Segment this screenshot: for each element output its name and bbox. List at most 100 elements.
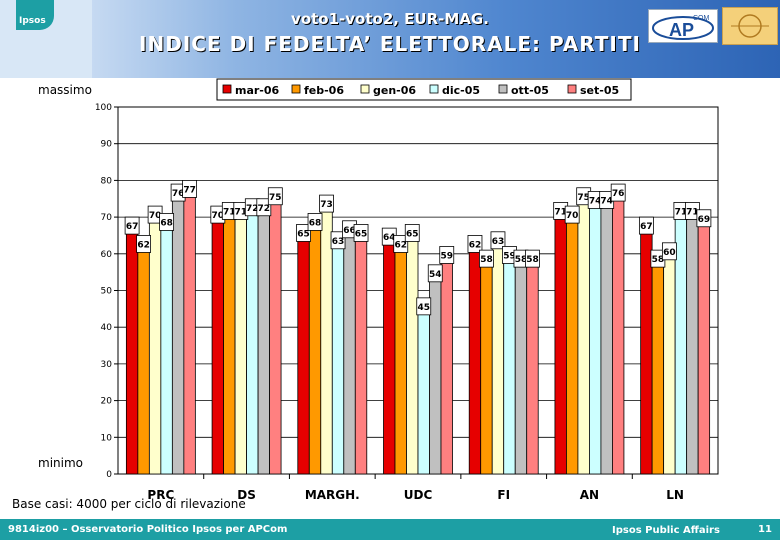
footer-source: 9814iz00 – Osservatorio Politico Ipsos p… (8, 524, 288, 535)
y-tick-label: 40 (101, 323, 113, 333)
y-tick-label: 70 (101, 213, 113, 223)
legend (216, 78, 632, 101)
data-label: 54 (429, 270, 442, 280)
header-band: Ipsos voto1-voto2, EUR-MAG. INDICE DI FE… (0, 0, 780, 78)
data-label: 73 (320, 200, 333, 210)
y-tick-label: 10 (101, 433, 113, 443)
ipsos-logo-text: Ipsos (19, 16, 46, 26)
bar (554, 213, 567, 475)
bar (491, 242, 505, 475)
data-label: 70 (566, 211, 579, 221)
data-label: 65 (297, 229, 310, 239)
partner-logo (722, 7, 778, 45)
legend-label: feb-06 (304, 84, 344, 97)
data-label-box (490, 231, 506, 250)
bar (566, 216, 579, 475)
svg-text:AP: AP (669, 20, 694, 40)
y-tick-label: 50 (101, 287, 113, 297)
bar (440, 257, 453, 475)
bar (480, 260, 493, 475)
data-label-box (427, 264, 443, 283)
data-label: 68 (309, 218, 322, 228)
data-label: 66 (343, 226, 356, 236)
bar (160, 224, 173, 475)
data-label: 64 (383, 233, 396, 243)
footer-company: Ipsos Public Affairs (612, 525, 720, 536)
bar (526, 260, 539, 475)
data-label-box (393, 235, 409, 253)
bar (148, 216, 162, 475)
bar (257, 209, 270, 475)
x-tick-label: AN (580, 488, 599, 502)
data-label: 72 (258, 204, 271, 214)
bar (297, 235, 310, 475)
data-label-box (479, 249, 494, 268)
x-tick-label: MARGH. (305, 488, 360, 502)
bar (429, 275, 442, 475)
bar (125, 227, 139, 475)
bar (394, 246, 407, 475)
bar (612, 194, 625, 475)
base-note: Base casi: 4000 per ciclo di rilevazione (12, 497, 246, 511)
bar (211, 216, 224, 475)
bar (503, 257, 516, 475)
data-label-box (404, 224, 420, 242)
data-label: 67 (126, 222, 139, 232)
bar (137, 246, 150, 475)
data-label: 62 (394, 240, 407, 250)
data-label: 71 (675, 207, 688, 217)
bar (183, 191, 196, 475)
legend-label: set-05 (580, 84, 619, 97)
y-tick-label: 0 (106, 470, 112, 480)
data-label: 69 (698, 215, 711, 225)
legend-swatch (567, 84, 577, 94)
bar (417, 308, 430, 475)
data-label: 58 (652, 255, 665, 265)
legend-label: dic-05 (442, 84, 480, 97)
data-label: 77 (183, 185, 196, 195)
x-tick-label: DS (237, 488, 256, 502)
bar (674, 213, 688, 475)
data-label-box (638, 216, 654, 235)
bar (406, 235, 419, 475)
bar (468, 246, 482, 475)
data-label: 62 (137, 240, 150, 250)
data-label: 68 (160, 218, 173, 228)
data-label: 70 (212, 211, 225, 221)
data-label-box (296, 224, 311, 242)
data-label-box (525, 249, 540, 268)
data-label-box (416, 297, 432, 316)
data-label-box (182, 180, 198, 198)
axis-max-label: massimo (38, 83, 92, 97)
data-label-box (307, 213, 323, 231)
legend-label: mar-06 (235, 84, 280, 97)
data-label-box (124, 216, 140, 235)
data-label-box (661, 242, 677, 261)
data-label: 76 (172, 189, 185, 199)
y-tick-label: 20 (101, 397, 113, 407)
bar (354, 235, 368, 475)
bar (640, 227, 653, 475)
bar (171, 194, 185, 475)
partner-logo-graphic (731, 14, 769, 38)
bar (308, 224, 322, 475)
data-label: 74 (589, 196, 602, 206)
data-label: 76 (612, 189, 625, 199)
bar (343, 231, 356, 475)
logo-panel: Ipsos (0, 0, 92, 78)
data-label: 74 (600, 196, 613, 206)
y-tick-label: 100 (95, 103, 112, 113)
y-tick-label: 30 (101, 360, 113, 370)
x-tick-label: FI (497, 488, 510, 502)
data-label-box (439, 246, 455, 264)
axis-min-label: minimo (38, 456, 83, 470)
data-label: 75 (269, 193, 282, 203)
data-label-box (256, 198, 272, 217)
data-label: 59 (503, 251, 516, 261)
data-label: 58 (526, 255, 539, 265)
data-label: 71 (554, 207, 567, 217)
bar (269, 198, 282, 475)
bar (223, 213, 236, 475)
bar (331, 242, 345, 475)
